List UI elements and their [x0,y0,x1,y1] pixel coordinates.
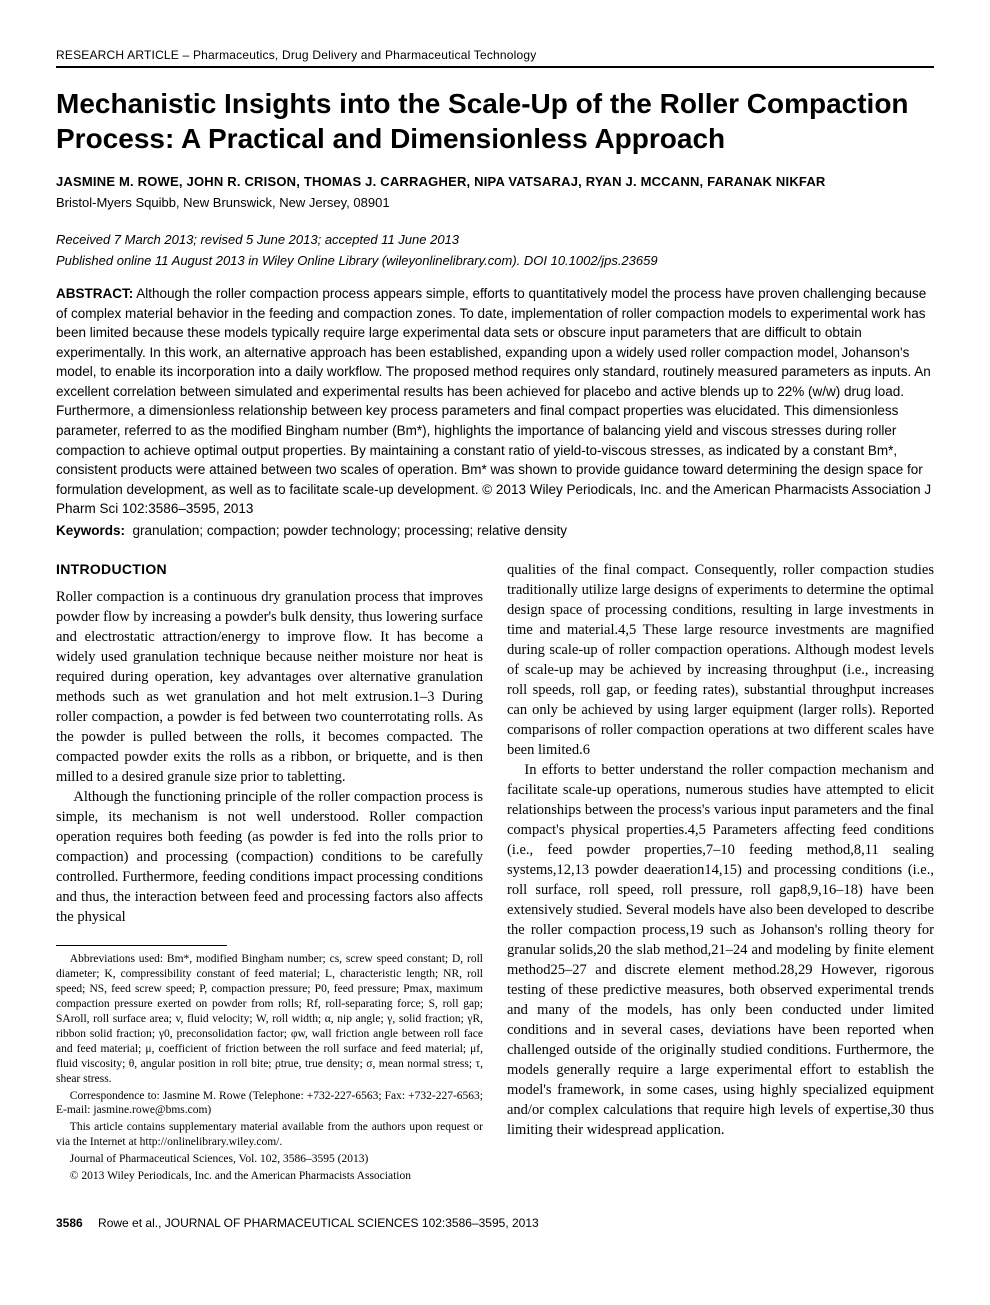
body-paragraph: qualities of the final compact. Conseque… [507,560,934,760]
footnote-correspondence: Correspondence to: Jasmine M. Rowe (Tele… [56,1089,483,1119]
footnote-divider [56,945,227,946]
article-dates: Received 7 March 2013; revised 5 June 20… [56,232,934,247]
abstract-block: ABSTRACT: Although the roller compaction… [56,284,934,519]
page-citation: Rowe et al., JOURNAL OF PHARMACEUTICAL S… [98,1216,539,1230]
footnote-block: Abbreviations used: Bm*, modified Bingha… [56,952,483,1184]
page-footer: 3586 Rowe et al., JOURNAL OF PHARMACEUTI… [56,1216,934,1230]
abstract-text: Although the roller compaction process a… [56,286,931,516]
author-list: JASMINE M. ROWE, JOHN R. CRISON, THOMAS … [56,174,934,189]
footnote-copyright: © 2013 Wiley Periodicals, Inc. and the A… [56,1169,483,1184]
article-category: RESEARCH ARTICLE – Pharmaceutics, Drug D… [56,48,934,68]
abstract-label: ABSTRACT: [56,286,133,301]
keywords-block: Keywords: granulation; compaction; powde… [56,523,934,538]
keywords-label: Keywords: [56,523,125,538]
body-paragraph: Although the functioning principle of th… [56,787,483,927]
affiliation: Bristol-Myers Squibb, New Brunswick, New… [56,195,934,210]
publication-info: Published online 11 August 2013 in Wiley… [56,253,934,268]
body-paragraph: Roller compaction is a continuous dry gr… [56,587,483,787]
keywords-text: granulation; compaction; powder technolo… [133,523,568,538]
body-paragraph: In efforts to better understand the roll… [507,760,934,1140]
footnote-supplementary: This article contains supplementary mate… [56,1120,483,1150]
footnote-journal: Journal of Pharmaceutical Sciences, Vol.… [56,1152,483,1167]
section-heading-introduction: INTRODUCTION [56,560,483,579]
article-title: Mechanistic Insights into the Scale-Up o… [56,86,934,156]
footnote-abbreviations: Abbreviations used: Bm*, modified Bingha… [56,952,483,1086]
page-number: 3586 [56,1216,83,1230]
body-columns: INTRODUCTION Roller compaction is a cont… [56,560,934,1186]
